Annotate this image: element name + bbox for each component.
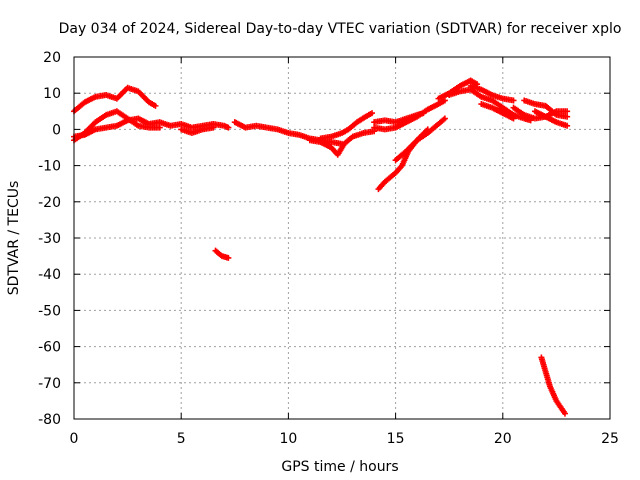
grid-lines [74, 57, 610, 419]
x-axis-label: GPS time / hours [281, 459, 398, 475]
series-track-10 [371, 110, 427, 126]
data-point [564, 122, 571, 129]
data-point [510, 97, 517, 104]
data-point [225, 254, 232, 261]
y-tick-label: 0 [52, 122, 61, 138]
series-track-7 [306, 128, 378, 158]
axis-ticks [73, 56, 611, 420]
data-point [441, 115, 448, 122]
series-track-5 [212, 247, 232, 261]
y-tick-label: -30 [38, 231, 61, 247]
y-tick-label: 10 [43, 86, 61, 102]
data-point [424, 126, 431, 133]
chart-title: Day 034 of 2024, Sidereal Day-to-day VTE… [59, 21, 622, 37]
series-track-14 [446, 86, 534, 124]
data-point [420, 110, 427, 117]
x-tick-label: 25 [601, 431, 619, 447]
y-tick-label: -10 [38, 159, 61, 175]
x-tick-label: 15 [387, 431, 405, 447]
y-tick-label: -20 [38, 195, 61, 211]
series-track-12 [392, 126, 431, 164]
series-track-20 [538, 354, 568, 417]
series-track-1 [71, 84, 159, 115]
series-track-19 [531, 108, 571, 129]
series-track-16 [478, 101, 517, 122]
y-axis-label: SDTVAR / TECUs [6, 181, 22, 296]
data-point [564, 113, 571, 120]
data-point [210, 124, 217, 131]
series-track-8 [317, 110, 376, 142]
data-point [369, 110, 376, 117]
x-tick-label: 5 [177, 431, 186, 447]
data-point [156, 124, 163, 131]
y-tick-label: -50 [38, 303, 61, 319]
data-point [564, 108, 571, 115]
x-tick-label: 20 [494, 431, 512, 447]
data-point [152, 102, 159, 109]
y-tick-label: 20 [43, 50, 61, 66]
series-track-6 [231, 119, 345, 147]
y-tick-label: -80 [38, 412, 61, 428]
y-tick-label: -60 [38, 340, 61, 356]
series-track-4 [178, 124, 217, 137]
y-tick-label: -70 [38, 376, 61, 392]
data-point [510, 115, 517, 122]
series-track-15 [467, 82, 517, 104]
data-points [71, 77, 571, 417]
y-tick-label: -40 [38, 267, 61, 283]
data-point [561, 410, 568, 417]
data-point [225, 124, 232, 131]
series-track-3 [71, 115, 232, 140]
x-tick-label: 10 [279, 431, 297, 447]
tick-labels: 0 5 10 15 20 25 -80 -70 -60 -50 -40 -30 -20 -10 0 10 20 [38, 50, 619, 447]
x-tick-label: 0 [70, 431, 79, 447]
